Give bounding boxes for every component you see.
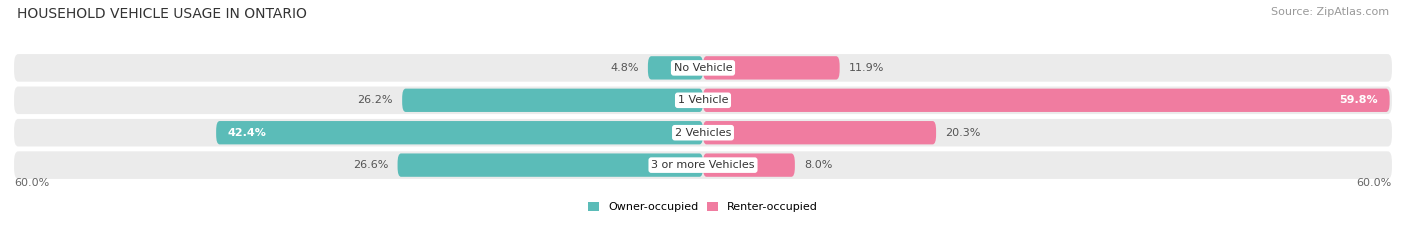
FancyBboxPatch shape [648,56,703,79]
FancyBboxPatch shape [703,89,1389,112]
Text: HOUSEHOLD VEHICLE USAGE IN ONTARIO: HOUSEHOLD VEHICLE USAGE IN ONTARIO [17,7,307,21]
Text: 60.0%: 60.0% [1357,178,1392,188]
Text: 20.3%: 20.3% [945,128,980,138]
Text: 59.8%: 59.8% [1340,95,1378,105]
FancyBboxPatch shape [703,121,936,144]
FancyBboxPatch shape [703,56,839,79]
Text: 42.4%: 42.4% [228,128,267,138]
FancyBboxPatch shape [703,154,794,177]
Text: 60.0%: 60.0% [14,178,49,188]
Text: 8.0%: 8.0% [804,160,832,170]
Legend: Owner-occupied, Renter-occupied: Owner-occupied, Renter-occupied [588,202,818,212]
FancyBboxPatch shape [14,151,1392,179]
Text: 26.2%: 26.2% [357,95,392,105]
FancyBboxPatch shape [14,54,1392,82]
Text: Source: ZipAtlas.com: Source: ZipAtlas.com [1271,7,1389,17]
Text: 26.6%: 26.6% [353,160,388,170]
FancyBboxPatch shape [14,119,1392,147]
FancyBboxPatch shape [217,121,703,144]
FancyBboxPatch shape [402,89,703,112]
Text: 11.9%: 11.9% [849,63,884,73]
Text: 1 Vehicle: 1 Vehicle [678,95,728,105]
Text: 4.8%: 4.8% [610,63,638,73]
Text: 3 or more Vehicles: 3 or more Vehicles [651,160,755,170]
FancyBboxPatch shape [14,86,1392,114]
Text: 2 Vehicles: 2 Vehicles [675,128,731,138]
Text: No Vehicle: No Vehicle [673,63,733,73]
FancyBboxPatch shape [398,154,703,177]
